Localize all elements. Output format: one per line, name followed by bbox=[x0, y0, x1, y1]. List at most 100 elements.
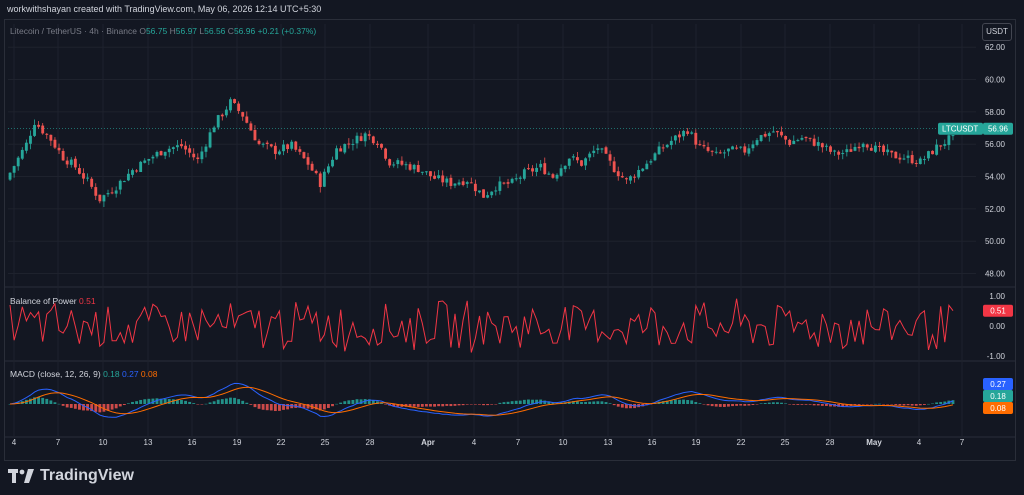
candle-body bbox=[273, 145, 277, 154]
macd-histogram-bar bbox=[29, 398, 32, 404]
candle-body bbox=[824, 145, 828, 147]
candle-body bbox=[257, 140, 261, 144]
macd-histogram-bar bbox=[45, 398, 49, 404]
macd-histogram-bar bbox=[53, 402, 57, 404]
candle-body bbox=[771, 131, 775, 133]
macd-histogram-bar bbox=[612, 404, 616, 406]
candle-body bbox=[314, 170, 318, 174]
candle-body bbox=[482, 189, 485, 198]
macd-histogram-bar bbox=[335, 403, 339, 405]
chart-frame bbox=[4, 19, 1016, 461]
time-tick-label: 16 bbox=[648, 438, 657, 447]
candle-body bbox=[363, 133, 367, 142]
candle-body bbox=[751, 144, 755, 149]
macd-histogram-bar bbox=[714, 404, 718, 407]
macd-histogram-bar bbox=[457, 404, 461, 406]
candle-body bbox=[539, 163, 543, 168]
macd-histogram-bar bbox=[922, 404, 926, 405]
macd-histogram-bar bbox=[286, 404, 290, 410]
macd-histogram-bar bbox=[935, 402, 939, 404]
tradingview-logo[interactable]: TradingView bbox=[8, 467, 134, 485]
candle-body bbox=[73, 158, 77, 168]
candle-body bbox=[563, 165, 567, 170]
macd-histogram-bar bbox=[873, 403, 877, 405]
candle-body bbox=[20, 149, 24, 159]
macd-histogram-bar bbox=[812, 404, 816, 406]
candle-body bbox=[857, 146, 861, 149]
macd-histogram-bar bbox=[351, 399, 355, 404]
candle-body bbox=[898, 157, 902, 160]
macd-histogram-bar bbox=[322, 404, 326, 410]
macd-histogram-bar bbox=[229, 397, 232, 404]
macd-histogram-bar bbox=[396, 404, 400, 407]
candle-body bbox=[698, 144, 702, 146]
candle-body bbox=[163, 151, 167, 156]
macd-v1: 0.18 bbox=[103, 369, 120, 379]
candle-body bbox=[261, 143, 265, 145]
candle-body bbox=[743, 146, 747, 153]
candle-body bbox=[612, 161, 616, 173]
close-value: 56.96 bbox=[233, 26, 256, 36]
candle-body bbox=[669, 140, 673, 146]
high-value: 56.97 bbox=[175, 26, 198, 36]
currency-button[interactable]: USDT bbox=[982, 23, 1012, 41]
macd-histogram-bar bbox=[433, 404, 436, 407]
macd-histogram-bar bbox=[282, 404, 285, 410]
time-tick-label: 13 bbox=[144, 438, 153, 447]
candle-body bbox=[339, 148, 343, 152]
macd-histogram-bar bbox=[718, 404, 722, 407]
candle-body bbox=[947, 135, 951, 146]
candle-body bbox=[490, 191, 494, 196]
macd-pane bbox=[8, 382, 955, 418]
candle-body bbox=[237, 103, 241, 111]
macd-histogram-bar bbox=[829, 404, 832, 407]
macd-histogram-bar bbox=[420, 404, 424, 407]
macd-histogram-bar bbox=[245, 402, 249, 404]
macd-histogram-bar bbox=[384, 404, 388, 405]
candle-body bbox=[706, 147, 710, 151]
candle-body bbox=[514, 178, 518, 180]
macd-histogram-bar bbox=[478, 404, 481, 405]
macd-histogram-bar bbox=[527, 399, 530, 404]
macd-histogram-bar bbox=[694, 402, 698, 404]
candle-body bbox=[224, 109, 228, 116]
candle-body bbox=[269, 144, 273, 147]
candle-body bbox=[841, 153, 845, 155]
candle-body bbox=[420, 171, 424, 173]
candle-body bbox=[57, 147, 61, 151]
macd-histogram-bar bbox=[98, 404, 102, 413]
macd-histogram-bar bbox=[163, 398, 167, 404]
candle-body bbox=[527, 168, 530, 170]
candle-body bbox=[343, 143, 347, 153]
candle-body bbox=[408, 164, 412, 170]
bop-legend: Balance of Power 0.51 bbox=[10, 296, 96, 306]
candle-body bbox=[804, 136, 808, 139]
macd-histogram-bar bbox=[94, 404, 98, 412]
macd-histogram-bar bbox=[918, 404, 922, 406]
candle-body bbox=[384, 148, 388, 159]
macd-histogram-bar bbox=[780, 402, 783, 404]
macd-histogram-bar bbox=[253, 404, 257, 408]
macd-histogram-bar bbox=[910, 404, 914, 406]
time-tick-label: 19 bbox=[692, 438, 701, 447]
candle-body bbox=[865, 144, 869, 148]
candle-body bbox=[763, 133, 767, 137]
macd-histogram-bar bbox=[535, 399, 539, 404]
macd-histogram-bar bbox=[722, 404, 726, 407]
macd-value-tag bbox=[983, 402, 1013, 414]
candle-body bbox=[776, 131, 779, 133]
macd-histogram-bar bbox=[331, 404, 334, 407]
candle-body bbox=[653, 153, 657, 161]
candle-body bbox=[65, 160, 69, 165]
macd-histogram-bar bbox=[82, 404, 85, 411]
macd-histogram-bar bbox=[155, 398, 159, 404]
macd-histogram-bar bbox=[371, 400, 375, 404]
candle-body bbox=[780, 131, 783, 136]
candle-body bbox=[935, 144, 939, 155]
candle-body bbox=[310, 163, 314, 171]
candle-body bbox=[645, 163, 649, 170]
candle-body bbox=[637, 170, 641, 178]
candle-body bbox=[584, 158, 588, 166]
candle-body bbox=[918, 158, 922, 165]
